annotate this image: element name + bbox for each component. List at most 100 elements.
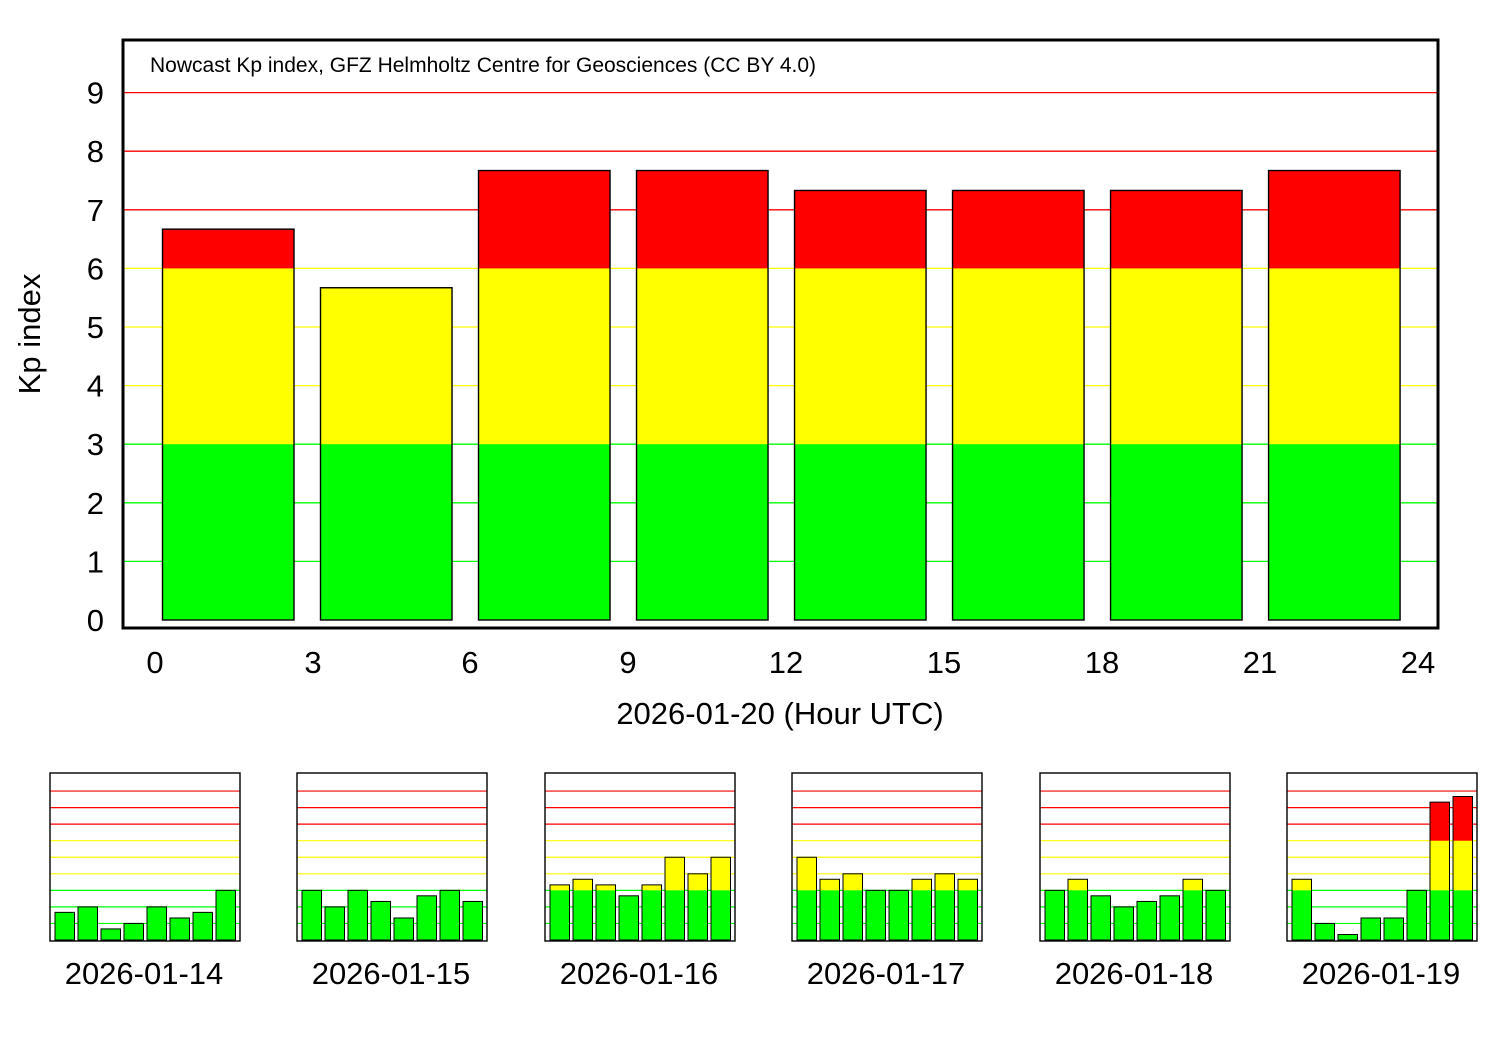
main-bar-0-outline — [161, 228, 295, 621]
mini-bar-4-outline — [1136, 900, 1157, 941]
mini-bar-6-yellow-segment — [935, 873, 955, 891]
mini-bar-6-red-segment — [1430, 802, 1450, 841]
x-tick-labels: 0 3 6 9 12 15 18 21 24 — [146, 645, 1435, 680]
mini-bar-0-yellow-segment — [797, 857, 817, 891]
mini-bar-3-outline — [1360, 917, 1381, 941]
x-tick-label: 21 — [1243, 645, 1277, 680]
mini-bar-0-green-segment — [797, 890, 817, 940]
x-axis-label: 2026-01-20 (Hour UTC) — [616, 696, 943, 731]
mini-bar-7-outline — [1205, 889, 1226, 941]
mini-bar-2-green-segment — [1338, 934, 1358, 940]
y-tick-label: 8 — [87, 134, 104, 169]
main-bar-0-green-segment — [162, 444, 295, 620]
mini-bar-5-outline — [1406, 889, 1427, 941]
mini-frame — [296, 772, 488, 942]
mini-bar-0-green-segment — [550, 890, 570, 940]
y-tick-label: 4 — [87, 369, 104, 404]
main-bar-3-outline — [635, 169, 769, 621]
x-tick-label: 18 — [1085, 645, 1119, 680]
mini-bar-3-green-segment — [866, 890, 886, 940]
mini-bar-0-green-segment — [1045, 890, 1065, 940]
mini-bar-6-outline — [439, 889, 460, 941]
mini-bar-4-yellow-segment — [642, 884, 662, 891]
mini-bar-7-outline — [462, 900, 483, 941]
mini-bar-2-green-segment — [1091, 895, 1111, 940]
mini-bar-6-outline — [934, 873, 955, 941]
mini-bar-0-green-segment — [302, 890, 322, 940]
y-tick-label: 5 — [87, 310, 104, 345]
main-bar-0-red-segment — [162, 229, 295, 269]
y-tick-label: 3 — [87, 427, 104, 462]
y-tick-label: 2 — [87, 486, 104, 521]
mini-bar-1-outline — [819, 878, 840, 941]
mini-bar-2-yellow-segment — [596, 884, 616, 891]
main-bar-1-green-segment — [320, 444, 453, 620]
y-tick-label: 9 — [87, 76, 104, 111]
mini-bar-6-green-segment — [193, 912, 213, 940]
mini-bar-5-outline — [664, 856, 685, 941]
main-bar-5-green-segment — [952, 444, 1085, 620]
mini-bar-2-outline — [1337, 934, 1358, 941]
mini-bar-5-yellow-segment — [912, 879, 932, 891]
chart-title: Nowcast Kp index, GFZ Helmholtz Centre f… — [150, 54, 816, 77]
y-tick-label: 7 — [87, 193, 104, 228]
mini-bar-5-green-segment — [417, 895, 437, 940]
mini-bar-2-outline — [347, 889, 368, 941]
mini-bar-1-yellow-segment — [820, 879, 840, 891]
main-bar-4-red-segment — [794, 190, 927, 269]
mini-bar-7-green-segment — [1206, 890, 1226, 940]
mini-frame — [1286, 772, 1478, 942]
mini-bar-7-green-segment — [216, 890, 236, 940]
mini-bar-6-green-segment — [935, 890, 955, 940]
mini-bar-5-outline — [169, 917, 190, 941]
mini-bar-1-outline — [1314, 922, 1335, 941]
y-tick-label: 0 — [87, 603, 104, 638]
x-tick-label: 9 — [619, 645, 636, 680]
main-bar-0-yellow-segment — [162, 268, 295, 445]
y-tick-labels: 0 1 2 3 4 5 6 7 8 9 — [87, 76, 104, 638]
mini-chart-date: 2026-01-16 — [559, 956, 719, 991]
mini-bar-2-green-segment — [101, 928, 121, 940]
x-tick-label: 24 — [1401, 645, 1435, 680]
mini-bar-5-green-segment — [912, 890, 932, 940]
plot-frame — [121, 38, 1440, 630]
mini-bar-1-green-segment — [820, 890, 840, 940]
mini-bar-5-outline — [416, 895, 437, 941]
mini-bar-7-outline — [215, 889, 236, 941]
main-bar-4-yellow-segment — [794, 268, 927, 445]
main-bar-6-yellow-segment — [1110, 268, 1243, 445]
mini-bar-0-outline — [796, 856, 817, 941]
mini-chart-2026-01-14: 2026-01-14 — [49, 770, 249, 1000]
mini-bar-1-green-segment — [325, 906, 345, 940]
mini-bar-2-green-segment — [348, 890, 368, 940]
mini-bar-4-outline — [888, 889, 909, 941]
x-tick-label: 12 — [769, 645, 803, 680]
mini-bar-5-green-segment — [665, 890, 685, 940]
mini-bar-7-yellow-segment — [1453, 840, 1473, 891]
main-bar-2-green-segment — [478, 444, 611, 620]
main-bar-7-outline — [1267, 169, 1401, 621]
y-axis-label: Kp index — [12, 273, 47, 394]
mini-bar-7-outline — [957, 878, 978, 941]
mini-frame — [1039, 772, 1231, 942]
mini-bar-4-outline — [1383, 917, 1404, 941]
main-bar-5-red-segment — [952, 190, 1085, 269]
main-bar-6-green-segment — [1110, 444, 1243, 620]
mini-bar-5-green-segment — [1407, 890, 1427, 940]
mini-bar-7-red-segment — [1453, 796, 1473, 841]
x-tick-label: 6 — [461, 645, 478, 680]
mini-bar-1-yellow-segment — [1068, 879, 1088, 891]
mini-bar-7-yellow-segment — [958, 879, 978, 891]
mini-bar-6-yellow-segment — [688, 873, 708, 891]
mini-bar-7-outline — [710, 856, 731, 941]
mini-bar-5-outline — [1159, 895, 1180, 941]
mini-bar-4-green-segment — [147, 906, 167, 940]
mini-bar-2-outline — [842, 873, 863, 941]
mini-chart-date: 2026-01-17 — [806, 956, 966, 991]
mini-bar-3-green-segment — [371, 901, 391, 940]
mini-bar-3-green-segment — [619, 895, 639, 940]
mini-bar-5-yellow-segment — [665, 857, 685, 891]
mini-bar-4-outline — [146, 906, 167, 941]
y-tick-label: 1 — [87, 544, 104, 579]
y-tick-label: 6 — [87, 251, 104, 286]
